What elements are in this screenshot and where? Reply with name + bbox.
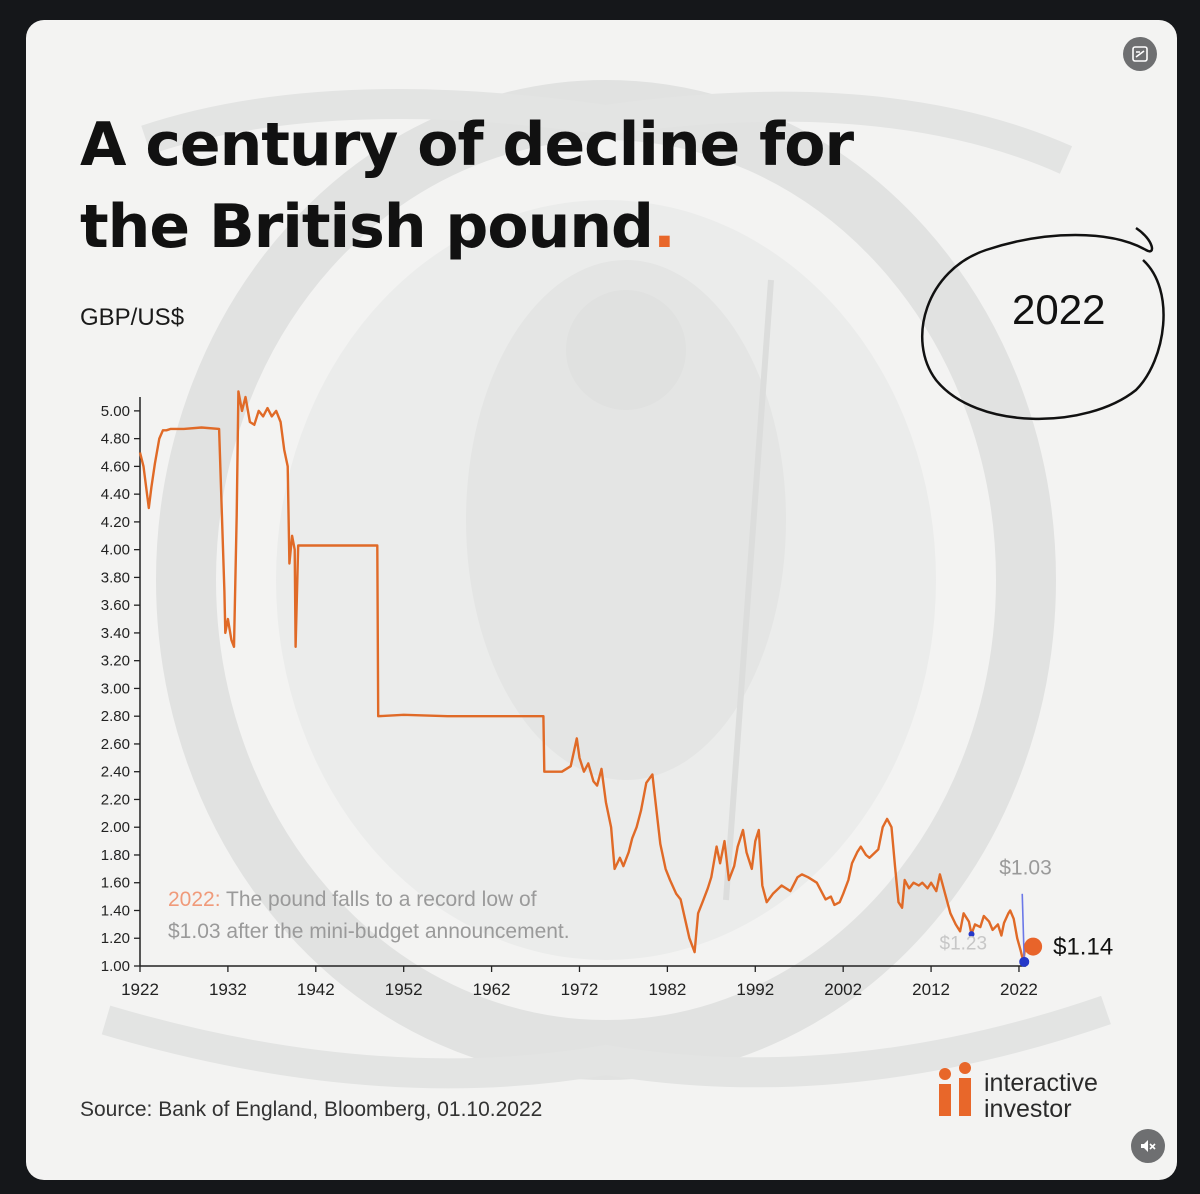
y-tick-label: 4.60 <box>101 458 130 475</box>
record-low-marker <box>1019 956 1030 967</box>
y-tick-label: 3.00 <box>101 680 130 697</box>
x-tick-label: 1932 <box>209 980 247 999</box>
y-tick-label: 1.60 <box>101 875 130 892</box>
y-tick-label: 2.20 <box>101 791 130 808</box>
annotation-line-2: $1.03 after the mini-budget announcement… <box>168 920 570 943</box>
unit-label: GBP/US$ <box>80 304 185 331</box>
image-crop-icon <box>1132 46 1148 62</box>
brexit-low-label: $1.23 <box>940 933 988 954</box>
y-tick-label: 1.40 <box>101 902 130 919</box>
banknote-background-illustration <box>101 80 1111 1089</box>
source-note: Source: Bank of England, Bloomberg, 01.1… <box>80 1098 543 1121</box>
y-tick-label: 4.00 <box>101 542 130 559</box>
interactive-investor-logo-icon <box>939 1062 971 1116</box>
year-annotation: 2022 <box>1012 286 1106 333</box>
y-tick-label: 3.80 <box>101 569 130 586</box>
y-tick-label: 3.20 <box>101 653 130 670</box>
hand-drawn-circle-annotation <box>921 226 1165 420</box>
low-marker-leader-line <box>1021 893 1026 962</box>
x-tick-label: 2002 <box>824 980 862 999</box>
y-tick-label: 2.80 <box>101 708 130 725</box>
post-image-card[interactable]: A century of decline for the British pou… <box>26 20 1177 1180</box>
x-tick-label: 2012 <box>912 980 950 999</box>
brexit-low-marker <box>968 931 975 938</box>
x-tick-label: 1952 <box>385 980 423 999</box>
y-tick-label: 1.00 <box>101 958 130 975</box>
bottom-strip <box>0 1184 1200 1194</box>
current-value-marker <box>1024 937 1043 956</box>
brand-logo-text: interactive investor <box>984 1070 1098 1122</box>
y-tick-label: 4.20 <box>101 514 130 531</box>
image-crop-button[interactable] <box>1123 37 1157 71</box>
y-tick-label: 3.60 <box>101 597 130 614</box>
x-tick-label: 1972 <box>561 980 599 999</box>
x-tick-label: 1982 <box>648 980 686 999</box>
y-tick-label: 1.20 <box>101 930 130 947</box>
y-tick-label: 5.00 <box>101 403 130 420</box>
exchange-rate-chart: 5.00 4.80 4.60 4.40 4.20 4.00 3.80 3.60 3.40 3.20… <box>101 226 1165 999</box>
y-tick-label: 2.60 <box>101 736 130 753</box>
x-tick-label: 1942 <box>297 980 335 999</box>
y-tick-label: 4.40 <box>101 486 130 503</box>
y-tick-label: 3.40 <box>101 625 130 642</box>
x-tick-label: 1992 <box>736 980 774 999</box>
y-tick-label: 4.80 <box>101 431 130 448</box>
y-tick-label: 2.40 <box>101 764 130 781</box>
gbp-usd-series-line <box>138 390 1027 963</box>
y-tick-label: 2.00 <box>101 819 130 836</box>
brand-line-1: interactive <box>984 1069 1098 1097</box>
annotation-line-1: 2022: The pound falls to a record low of <box>168 888 537 911</box>
mute-button[interactable] <box>1131 1129 1165 1163</box>
brand-line-2: investor <box>984 1095 1072 1123</box>
chart-title: A century of decline for the British pou… <box>80 110 854 262</box>
record-low-label: $1.03 <box>999 856 1052 879</box>
current-value-label: $1.14 <box>1053 934 1113 961</box>
x-tick-label: 1922 <box>121 980 159 999</box>
title-accent-period: . <box>652 192 676 262</box>
x-tick-label: 1962 <box>473 980 511 999</box>
y-tick-label: 1.80 <box>101 847 130 864</box>
mute-speaker-icon <box>1141 1140 1156 1152</box>
x-tick-label: 2022 <box>1000 980 1038 999</box>
